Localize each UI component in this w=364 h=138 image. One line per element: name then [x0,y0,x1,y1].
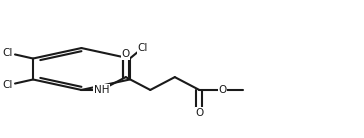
Text: Cl: Cl [137,43,148,53]
Text: NH: NH [94,85,109,95]
Text: O: O [219,85,227,95]
Text: Cl: Cl [3,80,13,90]
Text: O: O [195,108,203,118]
Text: Cl: Cl [3,48,13,58]
Text: O: O [122,49,130,59]
